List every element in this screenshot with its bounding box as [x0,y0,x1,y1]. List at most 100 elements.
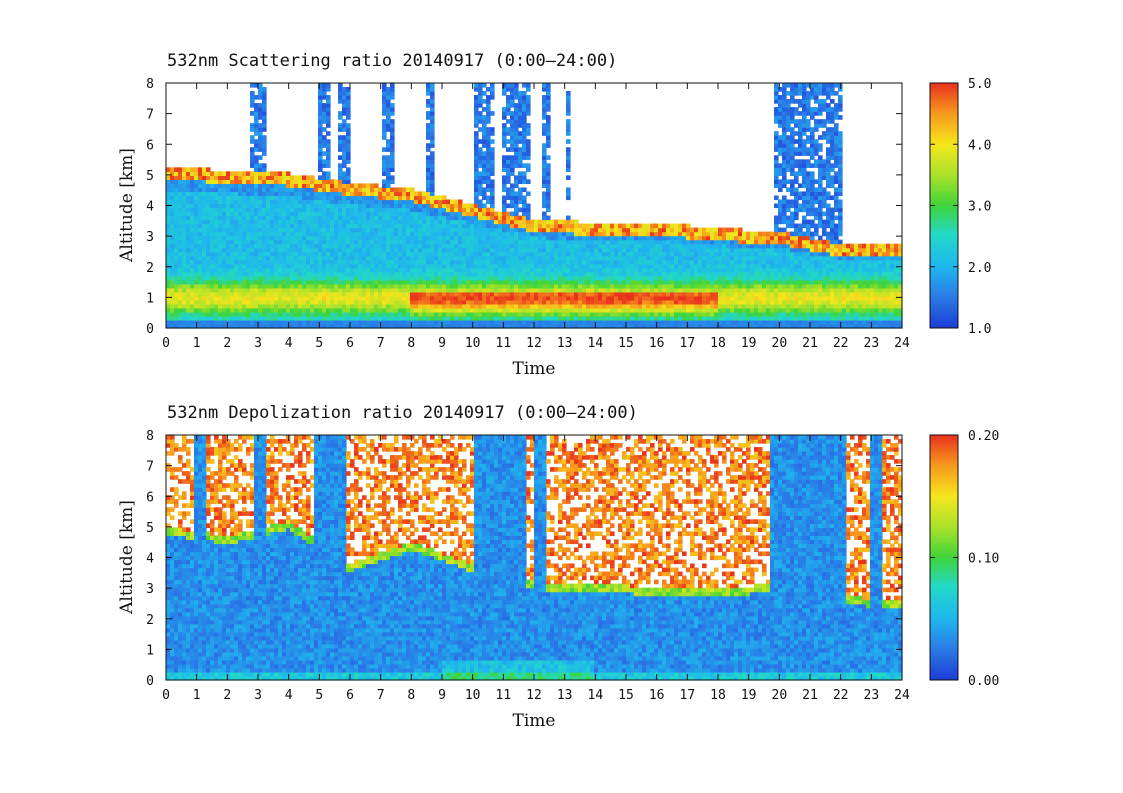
heatmap-cell [414,191,419,197]
heatmap-cell [678,291,683,297]
heatmap-cell [342,291,347,297]
heatmap-cell [598,255,603,261]
heatmap-cell [598,311,603,317]
heatmap-cell [558,263,563,269]
heatmap-cell [474,235,479,241]
heatmap-cell [322,307,327,313]
heatmap-cell [478,91,483,96]
heatmap-cell [322,267,327,273]
heatmap-cell [438,275,443,281]
heatmap-cell [310,211,315,217]
heatmap-cell [638,283,643,289]
heatmap-cell [330,243,335,249]
heatmap-cell [182,223,187,229]
heatmap-cell [406,287,411,293]
heatmap-cell [210,287,215,293]
heatmap-cell [286,239,291,245]
heatmap-cell [270,187,275,193]
heatmap-cell [618,279,623,285]
heatmap-cell [506,191,511,197]
heatmap-cell [326,283,331,289]
heatmap-cell [338,155,343,160]
heatmap-cell [198,319,203,325]
heatmap-cell [590,307,595,313]
heatmap-cell [522,163,527,168]
heatmap-cell [682,259,687,265]
heatmap-cell [214,183,219,189]
heatmap-cell [270,183,275,189]
heatmap-cell [226,307,231,313]
heatmap-cell [498,267,503,273]
heatmap-cell [258,315,263,321]
heatmap-cell [222,271,227,277]
heatmap-cell [490,131,495,136]
heatmap-cell [442,319,447,325]
heatmap-cell [546,103,551,108]
heatmap-cell [610,275,615,281]
heatmap-cell [570,299,575,305]
heatmap-cell [522,211,527,217]
heatmap-cell [322,251,327,257]
heatmap-cell [514,135,519,140]
heatmap-cell [382,263,387,269]
heatmap-cell [462,303,467,309]
heatmap-cell [546,203,551,209]
heatmap-cell [670,323,675,329]
heatmap-cell [382,243,387,249]
heatmap-cell [422,283,427,289]
heatmap-cell [446,315,451,321]
heatmap-cell [310,251,315,257]
heatmap-cell [238,211,243,217]
heatmap-cell [318,147,323,152]
heatmap-cell [206,243,211,249]
heatmap-cell [546,207,551,213]
heatmap-cell [474,103,479,108]
heatmap-cell [366,259,371,265]
heatmap-cell [322,171,327,176]
heatmap-cell [434,259,439,265]
heatmap-cell [542,147,547,152]
heatmap-cell [474,195,479,201]
heatmap-cell [430,135,435,140]
heatmap-cell [514,243,519,249]
heatmap-cell [202,287,207,293]
heatmap-cell [486,299,491,305]
heatmap-cell [598,231,603,237]
heatmap-cell [418,215,423,221]
heatmap-cell [426,147,431,152]
heatmap-cell [486,243,491,249]
heatmap-cell [262,235,267,241]
heatmap-cell [246,283,251,289]
heatmap-cell [342,135,347,140]
heatmap-cell [646,251,651,257]
heatmap-cell [218,223,223,229]
heatmap-cell [622,275,627,281]
heatmap-cell [270,319,275,325]
heatmap-cell [338,259,343,265]
heatmap-cell [386,223,391,229]
heatmap-cell [534,243,539,249]
heatmap-cell [318,259,323,265]
heatmap-cell [658,227,663,233]
heatmap-cell [446,307,451,313]
heatmap-cell [594,283,599,289]
heatmap-cell [478,207,483,213]
heatmap-cell [670,319,675,325]
heatmap-cell [514,91,519,96]
heatmap-cell [254,199,259,205]
heatmap-cell [346,219,351,225]
heatmap-cell [550,271,555,277]
heatmap-cell [282,211,287,217]
heatmap-cell [434,319,439,325]
heatmap-cell [298,239,303,245]
heatmap-cell [234,271,239,277]
heatmap-cell [346,127,351,132]
heatmap-cell [598,247,603,253]
heatmap-cell [638,279,643,285]
heatmap-cell [546,143,551,148]
heatmap-cell [518,187,523,193]
heatmap-cell [254,259,259,265]
heatmap-cell [658,255,663,261]
heatmap-cell [518,279,523,285]
heatmap-cell [186,187,191,193]
